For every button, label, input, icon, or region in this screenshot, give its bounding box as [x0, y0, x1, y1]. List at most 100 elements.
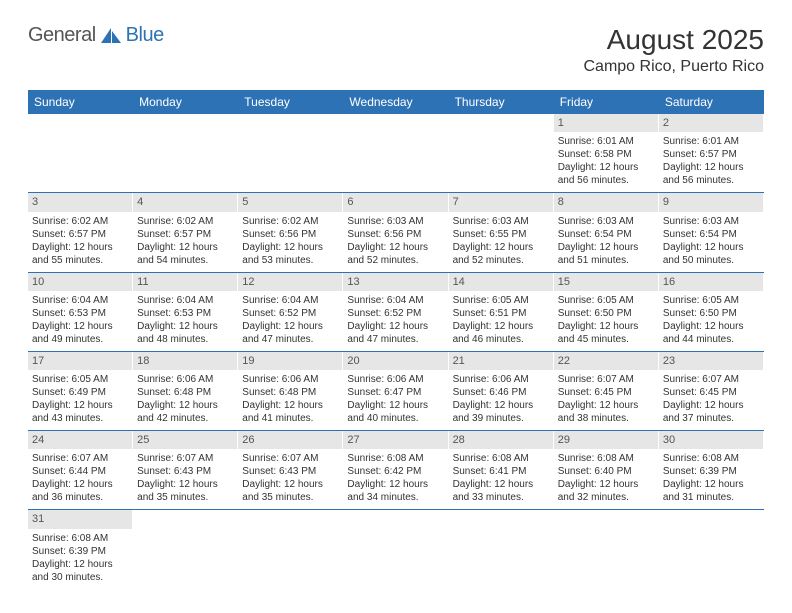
day-header-row: Sunday Monday Tuesday Wednesday Thursday…: [28, 90, 764, 114]
sunrise-text: Sunrise: 6:08 AM: [347, 452, 444, 465]
day-body-row: Sunrise: 6:07 AMSunset: 6:44 PMDaylight:…: [28, 449, 764, 510]
day-cell: Sunrise: 6:07 AMSunset: 6:44 PMDaylight:…: [28, 449, 133, 509]
daylight-text: Daylight: 12 hours and 52 minutes.: [347, 241, 444, 267]
day-number: [343, 114, 448, 118]
day-cell: Sunrise: 6:07 AMSunset: 6:45 PMDaylight:…: [554, 370, 659, 430]
day-cell: Sunrise: 6:06 AMSunset: 6:46 PMDaylight:…: [449, 370, 554, 430]
daynum-row: 10111213141516: [28, 272, 764, 291]
day-number: 15: [554, 273, 659, 291]
logo-text-b: Blue: [126, 24, 164, 47]
sunset-text: Sunset: 6:57 PM: [32, 228, 129, 241]
daylight-text: Daylight: 12 hours and 40 minutes.: [347, 399, 444, 425]
day-number: 12: [238, 273, 343, 291]
day-cell: Sunrise: 6:06 AMSunset: 6:48 PMDaylight:…: [133, 370, 238, 430]
sunset-text: Sunset: 6:53 PM: [32, 307, 129, 320]
sunrise-text: Sunrise: 6:03 AM: [347, 215, 444, 228]
day-number: 20: [343, 352, 448, 370]
sunset-text: Sunset: 6:52 PM: [347, 307, 444, 320]
day-body-row: Sunrise: 6:01 AMSunset: 6:58 PMDaylight:…: [28, 132, 764, 193]
sunset-text: Sunset: 6:53 PM: [137, 307, 234, 320]
sunrise-text: Sunrise: 6:05 AM: [32, 373, 129, 386]
day-number: [133, 114, 238, 118]
sunset-text: Sunset: 6:39 PM: [32, 545, 129, 558]
sunrise-text: Sunrise: 6:01 AM: [558, 135, 655, 148]
daylight-text: Daylight: 12 hours and 50 minutes.: [663, 241, 760, 267]
sunrise-text: Sunrise: 6:03 AM: [558, 215, 655, 228]
sunrise-text: Sunrise: 6:02 AM: [32, 215, 129, 228]
daynum-row: 12: [28, 114, 764, 132]
daylight-text: Daylight: 12 hours and 34 minutes.: [347, 478, 444, 504]
sunrise-text: Sunrise: 6:06 AM: [137, 373, 234, 386]
day-cell: Sunrise: 6:08 AMSunset: 6:40 PMDaylight:…: [554, 449, 659, 509]
sunrise-text: Sunrise: 6:05 AM: [558, 294, 655, 307]
sunset-text: Sunset: 6:56 PM: [242, 228, 339, 241]
daylight-text: Daylight: 12 hours and 46 minutes.: [453, 320, 550, 346]
header: General Blue August 2025 Campo Rico, Pue…: [28, 24, 764, 76]
sunset-text: Sunset: 6:58 PM: [558, 148, 655, 161]
sunset-text: Sunset: 6:43 PM: [137, 465, 234, 478]
day-header: Friday: [554, 90, 659, 114]
day-header: Monday: [133, 90, 238, 114]
day-cell: [133, 132, 238, 186]
day-cell: Sunrise: 6:02 AMSunset: 6:57 PMDaylight:…: [133, 212, 238, 272]
day-cell: [238, 132, 343, 186]
sunset-text: Sunset: 6:54 PM: [558, 228, 655, 241]
title-block: August 2025 Campo Rico, Puerto Rico: [583, 24, 764, 76]
day-number: 17: [28, 352, 133, 370]
day-header: Thursday: [449, 90, 554, 114]
day-cell: [449, 132, 554, 186]
logo: General Blue: [28, 24, 164, 47]
sunrise-text: Sunrise: 6:02 AM: [137, 215, 234, 228]
day-number: [554, 510, 659, 514]
day-number: 29: [554, 431, 659, 449]
day-cell: Sunrise: 6:03 AMSunset: 6:56 PMDaylight:…: [343, 212, 448, 272]
day-number: 4: [133, 193, 238, 211]
day-number: 1: [554, 114, 659, 132]
sunset-text: Sunset: 6:39 PM: [663, 465, 760, 478]
sunrise-text: Sunrise: 6:08 AM: [663, 452, 760, 465]
day-number: 28: [449, 431, 554, 449]
daylight-text: Daylight: 12 hours and 39 minutes.: [453, 399, 550, 425]
day-number: 23: [659, 352, 764, 370]
day-number: 8: [554, 193, 659, 211]
day-number: [659, 510, 764, 514]
day-header: Wednesday: [343, 90, 448, 114]
daylight-text: Daylight: 12 hours and 47 minutes.: [242, 320, 339, 346]
day-cell: [449, 529, 554, 583]
day-cell: Sunrise: 6:05 AMSunset: 6:49 PMDaylight:…: [28, 370, 133, 430]
sunset-text: Sunset: 6:50 PM: [663, 307, 760, 320]
sunset-text: Sunset: 6:40 PM: [558, 465, 655, 478]
daylight-text: Daylight: 12 hours and 55 minutes.: [32, 241, 129, 267]
day-cell: Sunrise: 6:03 AMSunset: 6:54 PMDaylight:…: [659, 212, 764, 272]
daylight-text: Daylight: 12 hours and 43 minutes.: [32, 399, 129, 425]
sunset-text: Sunset: 6:55 PM: [453, 228, 550, 241]
daynum-row: 17181920212223: [28, 351, 764, 370]
sunrise-text: Sunrise: 6:06 AM: [347, 373, 444, 386]
day-cell: Sunrise: 6:05 AMSunset: 6:51 PMDaylight:…: [449, 291, 554, 351]
day-cell: Sunrise: 6:08 AMSunset: 6:39 PMDaylight:…: [659, 449, 764, 509]
day-body-row: Sunrise: 6:05 AMSunset: 6:49 PMDaylight:…: [28, 370, 764, 431]
daylight-text: Daylight: 12 hours and 45 minutes.: [558, 320, 655, 346]
sunrise-text: Sunrise: 6:07 AM: [663, 373, 760, 386]
daynum-row: 3456789: [28, 193, 764, 212]
day-cell: [343, 529, 448, 583]
day-cell: [343, 132, 448, 186]
sunrise-text: Sunrise: 6:08 AM: [453, 452, 550, 465]
day-number: 27: [343, 431, 448, 449]
sunrise-text: Sunrise: 6:05 AM: [663, 294, 760, 307]
day-number: [238, 510, 343, 514]
day-cell: [238, 529, 343, 583]
day-cell: Sunrise: 6:04 AMSunset: 6:52 PMDaylight:…: [343, 291, 448, 351]
sunset-text: Sunset: 6:57 PM: [137, 228, 234, 241]
day-number: 9: [659, 193, 764, 211]
day-cell: Sunrise: 6:05 AMSunset: 6:50 PMDaylight:…: [554, 291, 659, 351]
day-number: 16: [659, 273, 764, 291]
daylight-text: Daylight: 12 hours and 52 minutes.: [453, 241, 550, 267]
sunrise-text: Sunrise: 6:07 AM: [137, 452, 234, 465]
day-header: Sunday: [28, 90, 133, 114]
daylight-text: Daylight: 12 hours and 35 minutes.: [242, 478, 339, 504]
day-number: 11: [133, 273, 238, 291]
daylight-text: Daylight: 12 hours and 51 minutes.: [558, 241, 655, 267]
daylight-text: Daylight: 12 hours and 42 minutes.: [137, 399, 234, 425]
sunrise-text: Sunrise: 6:04 AM: [242, 294, 339, 307]
